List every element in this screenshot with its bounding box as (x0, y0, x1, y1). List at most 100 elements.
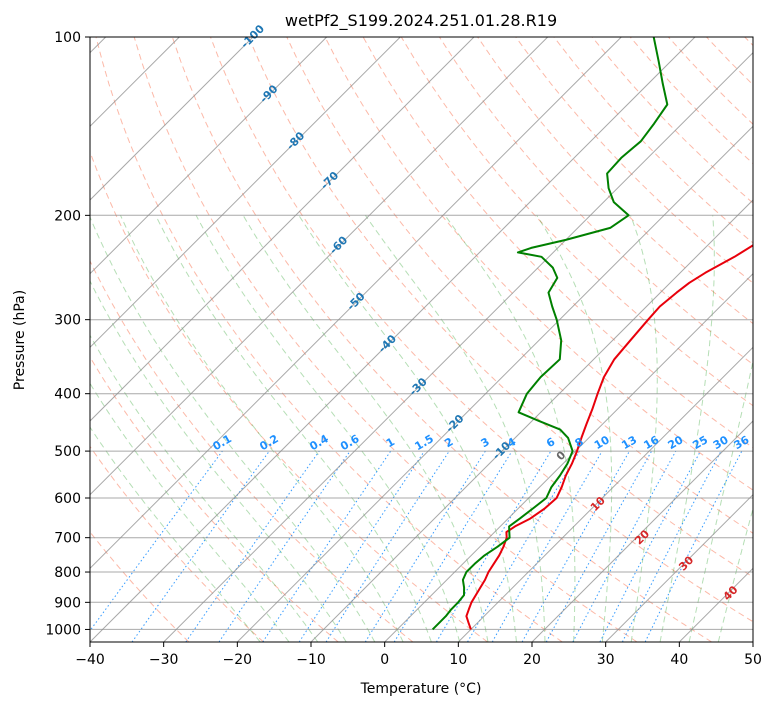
isotherm-line (90, 37, 549, 496)
dry-adiabat (90, 150, 488, 642)
dry-adiabat (324, 37, 753, 491)
y-axis-label: Pressure (hPa) (12, 290, 28, 390)
dry-adiabat (90, 356, 339, 642)
x-tick-label: −10 (296, 652, 326, 668)
isotherm-line (678, 567, 753, 642)
dry-adiabat (171, 37, 712, 642)
mixing-ratio-label: 25 (690, 433, 710, 452)
mixing-ratio-line (572, 450, 677, 642)
mixing-ratio-label: 16 (641, 433, 661, 452)
mixing-ratio-label: 6 (544, 435, 557, 450)
isotherm-line (90, 37, 696, 642)
dry-adiabat (90, 531, 190, 642)
moist-adiabat (90, 382, 290, 642)
x-tick-label: 50 (744, 652, 762, 668)
mixing-ratio-line (644, 450, 743, 642)
temperature-line (465, 244, 753, 630)
mixing-ratio-line (298, 450, 425, 642)
dry-adiabat (248, 37, 753, 578)
dry-adiabat (90, 259, 414, 642)
mixing-ratio-label: 2 (442, 435, 455, 450)
x-tick-label: 10 (449, 652, 467, 668)
sounding-lines (431, 37, 753, 631)
isotherm-line (605, 493, 753, 642)
dry-adiabat (210, 37, 753, 623)
mixing-ratio-label: 20 (666, 433, 686, 452)
plot-frame (89, 36, 754, 643)
dry-adiabat (133, 37, 638, 642)
line-labels: -100-90-80-70-60-50-40-30-20-100.1 0.2 0.4… (210, 22, 751, 603)
mixing-ratio-line (545, 450, 653, 642)
mixing-ratio-line (521, 450, 630, 642)
isotherm-line (752, 641, 753, 642)
mixing-ratio-label: 13 (619, 433, 639, 452)
isotherm-line (90, 37, 475, 422)
moist-adiabat (90, 426, 261, 642)
y-tick-label: 500 (54, 444, 81, 460)
y-tick-label: 700 (54, 531, 81, 547)
y-tick-label: 1000 (45, 622, 81, 638)
dry-adiabat (668, 37, 753, 125)
dry-adiabat (515, 37, 753, 284)
isotherm-label: -60 (327, 233, 350, 256)
mixing-ratio-label: 3 (479, 435, 492, 450)
moist-adiabat-label: 40 (721, 583, 741, 603)
moist-adiabat (364, 215, 546, 642)
mixing-ratio-line (262, 450, 392, 642)
moist-adiabat (659, 215, 715, 642)
moist-adiabat (120, 215, 404, 642)
mixing-ratio-line (131, 450, 270, 642)
x-tick-label: 20 (523, 652, 541, 668)
y-tick-label: 300 (54, 313, 81, 329)
isotherm-line (90, 37, 328, 275)
x-axis: −40 −30 −20 −10 0 10 20 30 40 50 (75, 642, 762, 668)
mixing-ratio-line (185, 450, 320, 642)
mixing-ratio-line (393, 450, 513, 642)
moist-adiabat (242, 215, 489, 642)
y-tick-label: 600 (54, 491, 81, 507)
isotherm-line (457, 346, 753, 642)
moist-adiabat (90, 215, 376, 642)
x-tick-label: 40 (670, 652, 688, 668)
dry-adiabat (744, 37, 753, 47)
isotherm-line (310, 199, 753, 642)
moist-adiabat (688, 358, 753, 642)
isotherm-line (90, 37, 254, 201)
moist-adiabat (717, 506, 753, 642)
isotherm-line (163, 51, 753, 642)
dry-adiabat (95, 37, 563, 642)
moist-adiabat (195, 215, 461, 642)
y-tick-label: 400 (54, 387, 81, 403)
y-tick-label: 200 (54, 208, 81, 224)
mixing-ratio-line (599, 450, 701, 642)
mixing-ratio-label: 1.5 (412, 432, 435, 453)
mixing-ratio-label: 1 (384, 435, 397, 450)
y-tick-label: 800 (54, 565, 81, 581)
chart-title: wetPf2_S199.2024.251.01.28.R19 (285, 11, 557, 31)
y-tick-label: 900 (54, 595, 81, 611)
x-axis-label: Temperature (°C) (360, 681, 482, 697)
moist-adiabat (155, 215, 432, 642)
x-tick-label: 30 (597, 652, 615, 668)
isotherm-line (90, 37, 622, 570)
mixing-ratio-line (218, 450, 351, 642)
dry-adiabat (706, 37, 753, 86)
isotherm-line (90, 37, 401, 349)
moist-adiabat-label: 30 (676, 553, 696, 573)
dry-adiabat (591, 37, 753, 204)
x-tick-label: −30 (149, 652, 179, 668)
isotherm-line (384, 272, 753, 642)
moist-adiabat (444, 215, 576, 642)
y-tick-label: 100 (54, 30, 81, 46)
moist-adiabat (630, 215, 658, 642)
mixing-ratio-label: 0.4 (307, 432, 331, 453)
dry-adiabat (90, 445, 264, 642)
mixing-ratio-line (325, 450, 450, 642)
y-axis: 1000 900 800 700 600 500 400 300 200 100 (45, 30, 90, 638)
mixing-ratio-label: 36 (732, 433, 752, 452)
mixing-ratio-label: 10 (592, 433, 612, 452)
moist-adiabat (298, 215, 517, 642)
isotherm-line (531, 420, 753, 642)
mixing-ratio-line (435, 450, 552, 642)
